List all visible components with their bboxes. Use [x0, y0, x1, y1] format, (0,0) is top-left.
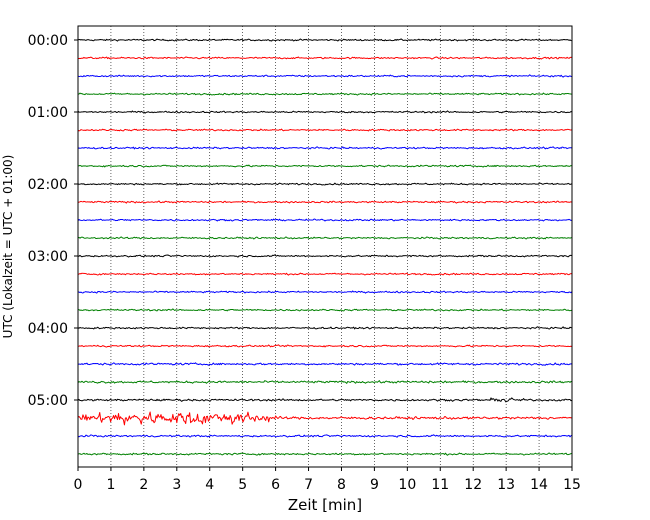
x-tick-label: 2	[139, 477, 148, 493]
x-tick-label: 1	[106, 477, 115, 493]
trace-0245	[77, 236, 572, 240]
y-tick-label: 00:00	[28, 33, 68, 49]
x-axis-label: Zeit [min]	[288, 496, 362, 514]
trace-0430	[77, 362, 573, 366]
y-tick-label: 04:00	[28, 321, 68, 337]
trace-0400	[77, 326, 573, 330]
trace-0315	[77, 272, 573, 276]
trace-0100	[77, 110, 573, 114]
x-tick-label: 7	[304, 477, 313, 493]
x-tick-label: 6	[271, 477, 280, 493]
x-tick-label: 4	[205, 477, 214, 493]
x-tick-label: 3	[172, 477, 181, 493]
trace-0200	[77, 182, 573, 186]
trace-0445	[77, 380, 573, 384]
y-tick-label: 03:00	[28, 249, 68, 265]
trace-0045	[77, 92, 573, 96]
trace-0300	[77, 254, 573, 258]
trace-0215	[77, 200, 573, 204]
x-tick-label: 9	[370, 477, 379, 493]
traces-layer	[77, 38, 573, 456]
trace-0000	[77, 38, 573, 42]
x-tick-label: 8	[337, 477, 346, 493]
trace-0415	[77, 344, 573, 348]
trace-0345	[77, 308, 573, 312]
y-tick-label: 05:00	[28, 393, 68, 409]
y-axis-label: UTC (Lokalzeit = UTC + 01:00)	[1, 155, 15, 339]
trace-0145	[77, 164, 573, 168]
x-tick-label: 10	[398, 477, 416, 493]
x-tick-label: 0	[74, 477, 83, 493]
x-tick-label: 14	[530, 477, 548, 493]
trace-0330	[77, 290, 573, 294]
trace-0230	[77, 218, 573, 222]
x-tick-label: 11	[431, 477, 449, 493]
x-tick-label: 12	[464, 477, 482, 493]
x-tick-label: 15	[563, 477, 581, 493]
trace-0030	[77, 74, 573, 78]
trace-0500	[77, 397, 573, 403]
x-axis: 0 1 2 3 4 5 6 7 8 9 10 11 12 13 14 15	[74, 467, 581, 493]
trace-0130	[77, 146, 573, 150]
x-tick-label: 13	[497, 477, 515, 493]
trace-0515	[77, 411, 573, 426]
x-tick-label: 5	[238, 477, 247, 493]
y-tick-label: 01:00	[28, 105, 68, 121]
y-axis: 00:00 01:00 02:00 03:00 04:00 05:00	[28, 33, 78, 409]
trace-0015	[77, 56, 573, 60]
trace-0530	[77, 434, 573, 438]
plot-frame	[77, 25, 573, 468]
trace-0545	[77, 452, 573, 456]
y-tick-label: 02:00	[28, 177, 68, 193]
trace-0115	[77, 128, 573, 132]
